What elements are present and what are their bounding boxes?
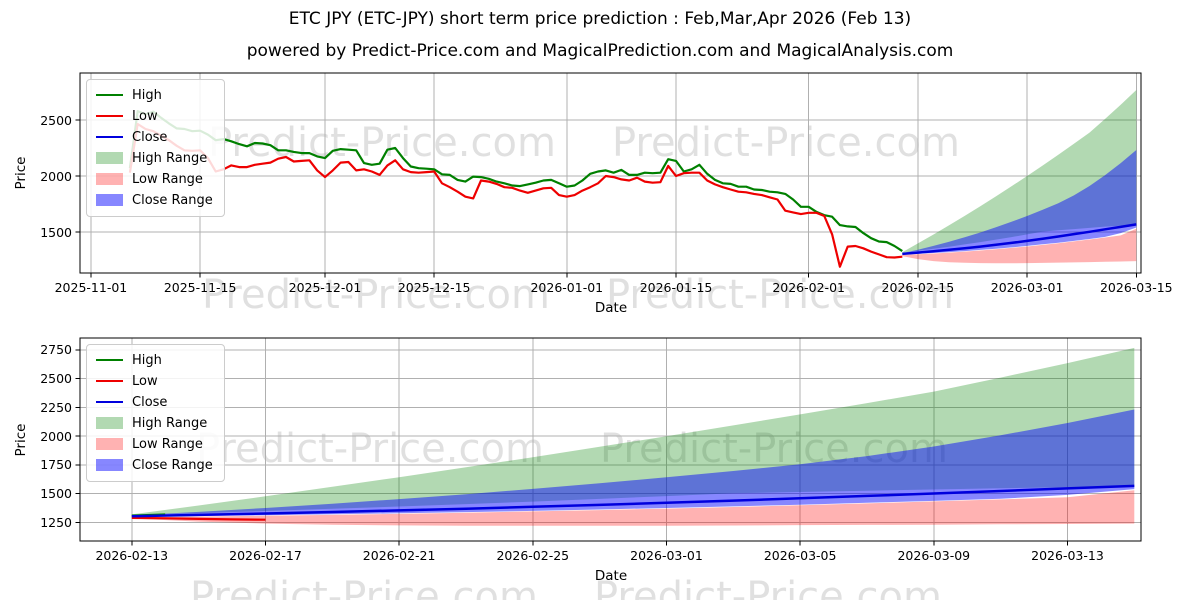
high-line [128, 110, 903, 253]
watermark-text: Predict-Price.com [594, 574, 942, 600]
close-line [131, 484, 1135, 518]
close-line [902, 223, 1137, 256]
high-range-band [131, 347, 1135, 515]
plot-border [79, 337, 1142, 542]
watermark-text: Predict-Price.com [196, 426, 544, 472]
close-range-band [131, 409, 1135, 517]
low-range-band [902, 228, 1137, 264]
low-line-stub [131, 516, 266, 521]
high-range-band [902, 90, 1137, 253]
close-range-band [902, 150, 1137, 255]
low-range-band [131, 490, 1135, 526]
watermark-text: Predict-Price.com [600, 426, 948, 472]
watermark-text: Predict-Price.com [202, 272, 550, 318]
watermark-text: Predict-Price.com [612, 120, 960, 166]
watermark-text: Predict-Price.com [190, 574, 538, 600]
watermark-text: Predict-Price.com [606, 272, 954, 318]
plot-border [79, 72, 1142, 274]
low-line [128, 122, 903, 268]
